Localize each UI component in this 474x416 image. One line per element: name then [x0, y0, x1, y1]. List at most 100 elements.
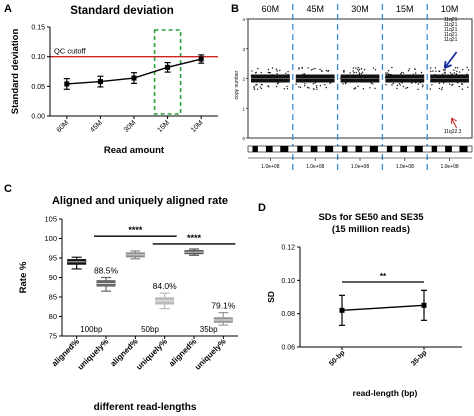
data-point [350, 79, 352, 82]
data-point [372, 67, 375, 69]
ideogram-band [369, 146, 378, 152]
gain-label: 11q21 [444, 22, 458, 28]
data-point [257, 67, 259, 70]
qc-cutoff-label: QC cutoff [54, 47, 86, 56]
ideogram-band [280, 146, 289, 152]
data-point [256, 83, 258, 86]
data-point [409, 75, 411, 77]
chart-title: SDs for SE50 and SE35 [318, 212, 424, 223]
x-tick-label: uniquely% [193, 337, 228, 372]
panel-c-box-plot: Aligned and uniquely aligned rate 75 80 85 9… [18, 195, 238, 413]
data-point [385, 73, 387, 76]
data-point [344, 75, 347, 77]
data-point [276, 70, 278, 72]
data-point [389, 74, 391, 76]
data-point [442, 69, 445, 71]
data-point [398, 80, 400, 83]
data-point [268, 86, 270, 88]
ideogram-band [386, 146, 393, 152]
data-point [277, 82, 280, 84]
gain-arrow [443, 51, 458, 69]
loss-label: 11q22.3 [444, 129, 462, 135]
gain-label: 11q21 [444, 32, 458, 38]
data-point [371, 75, 373, 78]
data-point [430, 67, 432, 69]
data-point [276, 73, 278, 75]
gain-label: 11q21 [444, 37, 458, 43]
data-point [400, 73, 402, 75]
y-tick-label: 0.12 [281, 245, 295, 252]
data-point [304, 73, 306, 75]
data-point [387, 70, 390, 72]
y-tick-label: 90 [49, 273, 57, 282]
data-point [414, 68, 416, 71]
segment-label: 45M [306, 4, 324, 14]
ideogram-band [431, 146, 438, 152]
data-point [302, 73, 304, 75]
y-axis-label: Standard deviation [10, 29, 21, 115]
data-point [362, 71, 364, 73]
data-point [305, 74, 307, 77]
y-axis-label: SD [266, 291, 276, 303]
data-point [342, 83, 344, 85]
data-point [369, 87, 371, 89]
box-glyph [184, 248, 204, 256]
data-point [454, 67, 457, 69]
data-point [253, 88, 256, 91]
data-point [343, 71, 345, 73]
data-point [275, 85, 278, 88]
data-point [286, 85, 288, 88]
data-point [320, 75, 322, 77]
data-point [253, 87, 255, 89]
data-point [269, 72, 271, 74]
data-point [255, 71, 257, 74]
data-point [313, 75, 315, 78]
data-point [384, 76, 387, 79]
data-point [432, 70, 434, 72]
data-point [329, 82, 331, 85]
data-point [324, 84, 326, 86]
gain-label: 11q21 [444, 27, 458, 33]
y-tick-label: 0.06 [281, 345, 295, 352]
data-point [260, 72, 262, 74]
data-point [355, 67, 357, 69]
data-point [452, 83, 454, 86]
data-point [438, 87, 441, 90]
data-point [415, 72, 417, 74]
data-point [325, 86, 327, 89]
data-point [275, 68, 278, 70]
data-point [352, 67, 355, 69]
x-tick-label: uniquely% [134, 337, 169, 372]
ideogram-band [342, 146, 348, 152]
x-tick-label: 1.0e+08 [261, 164, 279, 170]
data-point [313, 88, 315, 91]
data-point [262, 74, 265, 77]
data-point [415, 82, 417, 84]
data-point [374, 87, 376, 90]
gain-label: 11q21 [444, 17, 458, 23]
data-point [339, 307, 345, 313]
data-point [298, 86, 300, 88]
data-point [456, 82, 459, 84]
data-point [385, 84, 387, 86]
data-point [404, 78, 406, 80]
data-point [396, 87, 398, 90]
data-point [271, 74, 273, 76]
data-point [434, 74, 436, 76]
data-point [307, 86, 309, 89]
y-tick-label: 105 [44, 215, 57, 224]
data-point [391, 84, 393, 86]
ideogram-band [414, 146, 423, 152]
data-point [318, 75, 320, 77]
ideogram-band [325, 146, 334, 152]
data-point [271, 67, 274, 69]
data-point [374, 69, 377, 71]
box-value-label: 88.5% [94, 266, 119, 276]
data-point [329, 75, 331, 78]
y-tick-label: 80 [49, 312, 57, 321]
data-point [252, 75, 254, 78]
data-point [438, 82, 441, 85]
y-tick-label: 85 [49, 293, 57, 302]
data-point [375, 80, 377, 82]
